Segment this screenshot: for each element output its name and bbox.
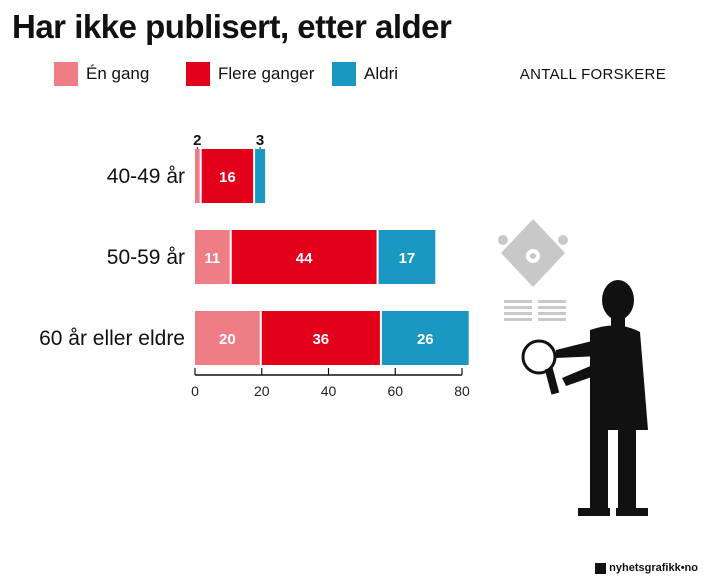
value-label-60-r-eller-eldre-aldri: 26: [417, 331, 434, 348]
x-tick-label-0: 0: [191, 383, 199, 399]
legend-item-en-gang: Én gang: [54, 62, 149, 86]
value-label-50-59-r-flere-ganger: 44: [296, 250, 313, 267]
bar-50-59-r-n-gang: [195, 230, 230, 284]
bars-group: 40-49 år 2 16 3 50-59 år 11 44 17 60 år eller el…: [39, 132, 469, 365]
x-tick-label-60: 60: [387, 383, 403, 399]
brand-suffix: no: [684, 562, 698, 574]
bar-40-49-r-flere-ganger: [201, 149, 254, 203]
chart-title: Har ikke publisert, etter alder: [12, 8, 452, 45]
category-label-40-49-r: 40-49 år: [107, 165, 185, 188]
researcher-with-magnifying-glass-icon: [498, 219, 648, 516]
bar-60-r-eller-eldre-aldri: [381, 311, 469, 365]
category-label-50-59-r: 50-59 år: [107, 246, 185, 269]
brand-name: nyhetsgrafikk: [609, 562, 681, 574]
legend-swatch-flere-ganger: [186, 62, 210, 86]
x-tick-label-40: 40: [321, 383, 337, 399]
legend-swatch-en-gang: [54, 62, 78, 86]
x-axis: 0 20 40 60 80: [191, 368, 470, 399]
legend-item-flere-ganger: Flere ganger: [186, 62, 314, 86]
legend-swatch-aldri: [332, 62, 356, 86]
value-label-40-49-r-aldri: 3: [256, 132, 264, 149]
value-label-60-r-eller-eldre-flere-ganger: 36: [312, 331, 329, 348]
category-label-60-r-eller-eldre: 60 år eller eldre: [39, 327, 185, 350]
brand-logo: nyhetsgrafikk • no: [595, 562, 698, 574]
legend-item-aldri: Aldri: [332, 62, 398, 86]
x-tick-label-80: 80: [454, 383, 470, 399]
bar-40-49-r-n-gang: [195, 149, 200, 203]
value-label-50-59-r-n-gang: 11: [204, 250, 220, 267]
brand-dot: •: [680, 562, 685, 574]
bar-60-r-eller-eldre-flere-ganger: [261, 311, 380, 365]
bar-40-49-r-aldri: [255, 149, 266, 203]
bar-60-r-eller-eldre-n-gang: [195, 311, 260, 365]
bar-50-59-r-flere-ganger: [231, 230, 377, 284]
x-tick-label-20: 20: [254, 383, 270, 399]
legend-label-aldri: Aldri: [364, 64, 399, 83]
brand-mark-icon: [595, 562, 607, 574]
value-label-40-49-r-n-gang: 2: [193, 132, 201, 149]
legend-label-en-gang: Én gang: [86, 64, 150, 83]
bar-50-59-r-aldri: [378, 230, 436, 284]
value-label-40-49-r-flere-ganger: 16: [219, 169, 236, 186]
unit-label: ANTALL FORSKERE: [519, 66, 666, 83]
value-label-60-r-eller-eldre-n-gang: 20: [219, 331, 236, 348]
legend-label-flere-ganger: Flere ganger: [218, 64, 315, 83]
value-label-50-59-r-aldri: 17: [399, 250, 416, 267]
